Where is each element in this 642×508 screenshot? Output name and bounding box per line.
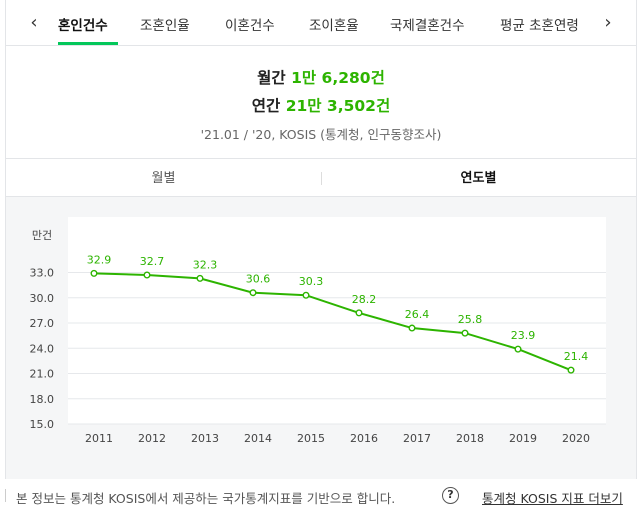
toggle-monthly[interactable]: 월별 [151, 171, 176, 186]
tab-divorce-count[interactable]: 이혼건수 [225, 18, 275, 34]
x-tick-label: 2011 [85, 432, 113, 445]
tab-bar: ‹ 혼인건수 조혼인율 이혼건수 조이혼율 국제결혼건수 평균 초혼연령 › [6, 0, 636, 46]
data-label: 30.6 [246, 273, 271, 286]
monthly-summary: 월간 1만 6,280건 [6, 66, 636, 88]
x-tick-label: 2020 [562, 432, 590, 445]
tab-international-marriage[interactable]: 국제결혼건수 [390, 18, 465, 34]
data-label: 25.8 [458, 313, 483, 326]
data-source: '21.01 / '20, KOSIS (통계청, 인구동향조사) [200, 127, 442, 142]
data-point [567, 366, 575, 374]
chevron-right-icon[interactable]: › [604, 12, 612, 33]
tab-crude-divorce-rate[interactable]: 조이혼율 [309, 18, 359, 34]
tab-average-first-marriage-age[interactable]: 평균 초혼연령 [500, 18, 579, 34]
data-label: 21.4 [564, 350, 589, 363]
monthly-value: 1만 6,280건 [291, 69, 385, 87]
footer: 본 정보는 통계청 KOSIS에서 제공하는 국가통계지표를 기반으로 합니다.… [0, 484, 642, 508]
data-point [355, 309, 363, 317]
data-point [90, 269, 98, 277]
data-label: 30.3 [299, 275, 324, 288]
x-tick-label: 2012 [138, 432, 166, 445]
toggle-divider [321, 172, 322, 185]
data-label: 28.2 [352, 293, 377, 306]
x-tick-label: 2015 [297, 432, 325, 445]
data-point [514, 345, 522, 353]
footer-notice: 본 정보는 통계청 KOSIS에서 제공하는 국가통계지표를 기반으로 합니다. [16, 491, 396, 506]
chart-area: 만건 33.0 30.0 27.0 24.0 21.0 18.0 15.0 32.9 2011 32… [6, 197, 636, 479]
stats-card: ‹ 혼인건수 조혼인율 이혼건수 조이혼율 국제결혼건수 평균 초혼연령 › 월… [5, 0, 637, 479]
tab-marriage-count[interactable]: 혼인건수 [58, 18, 108, 34]
data-label: 23.9 [511, 329, 536, 342]
footer-divider [5, 489, 6, 502]
data-label: 26.4 [405, 308, 430, 321]
y-tick-label: 21.0 [30, 368, 55, 381]
y-tick-label: 27.0 [30, 317, 55, 330]
data-point [143, 271, 151, 279]
x-tick-label: 2014 [244, 432, 272, 445]
chevron-left-icon[interactable]: ‹ [30, 12, 38, 33]
data-point [196, 274, 204, 282]
data-point [461, 329, 469, 337]
monthly-label: 월간 [257, 69, 286, 87]
data-point [249, 289, 257, 297]
annual-value: 21만 3,502건 [285, 97, 391, 115]
y-tick-label: 33.0 [30, 267, 55, 280]
y-tick-label: 30.0 [30, 292, 55, 305]
kosis-more-link[interactable]: 통계청 KOSIS 지표 더보기 [482, 491, 623, 506]
data-label: 32.3 [193, 258, 218, 271]
data-point [408, 324, 416, 332]
x-tick-label: 2016 [350, 432, 378, 445]
toggle-yearly[interactable]: 연도별 [460, 171, 497, 186]
data-label: 32.7 [140, 255, 165, 268]
active-tab-indicator [58, 42, 118, 45]
annual-summary: 연간 21만 3,502건 [6, 94, 636, 116]
y-tick-label: 24.0 [30, 342, 55, 355]
data-point [302, 291, 310, 299]
x-tick-label: 2017 [403, 432, 431, 445]
x-tick-label: 2018 [456, 432, 484, 445]
plot-background [68, 217, 606, 424]
x-tick-label: 2013 [191, 432, 219, 445]
y-axis-label: 만건 [32, 229, 52, 242]
y-tick-label: 15.0 [30, 418, 55, 431]
x-tick-label: 2019 [509, 432, 537, 445]
help-icon[interactable]: ? [442, 487, 459, 504]
line-chart: 만건 33.0 30.0 27.0 24.0 21.0 18.0 15.0 32.9 2011 32… [30, 217, 606, 445]
y-tick-label: 18.0 [30, 393, 55, 406]
period-toggle: 월별 연도별 [6, 158, 636, 197]
series-line [93, 272, 572, 372]
tab-crude-marriage-rate[interactable]: 조혼인율 [140, 18, 190, 34]
data-label: 32.9 [87, 253, 112, 266]
annual-label: 연간 [251, 97, 281, 115]
